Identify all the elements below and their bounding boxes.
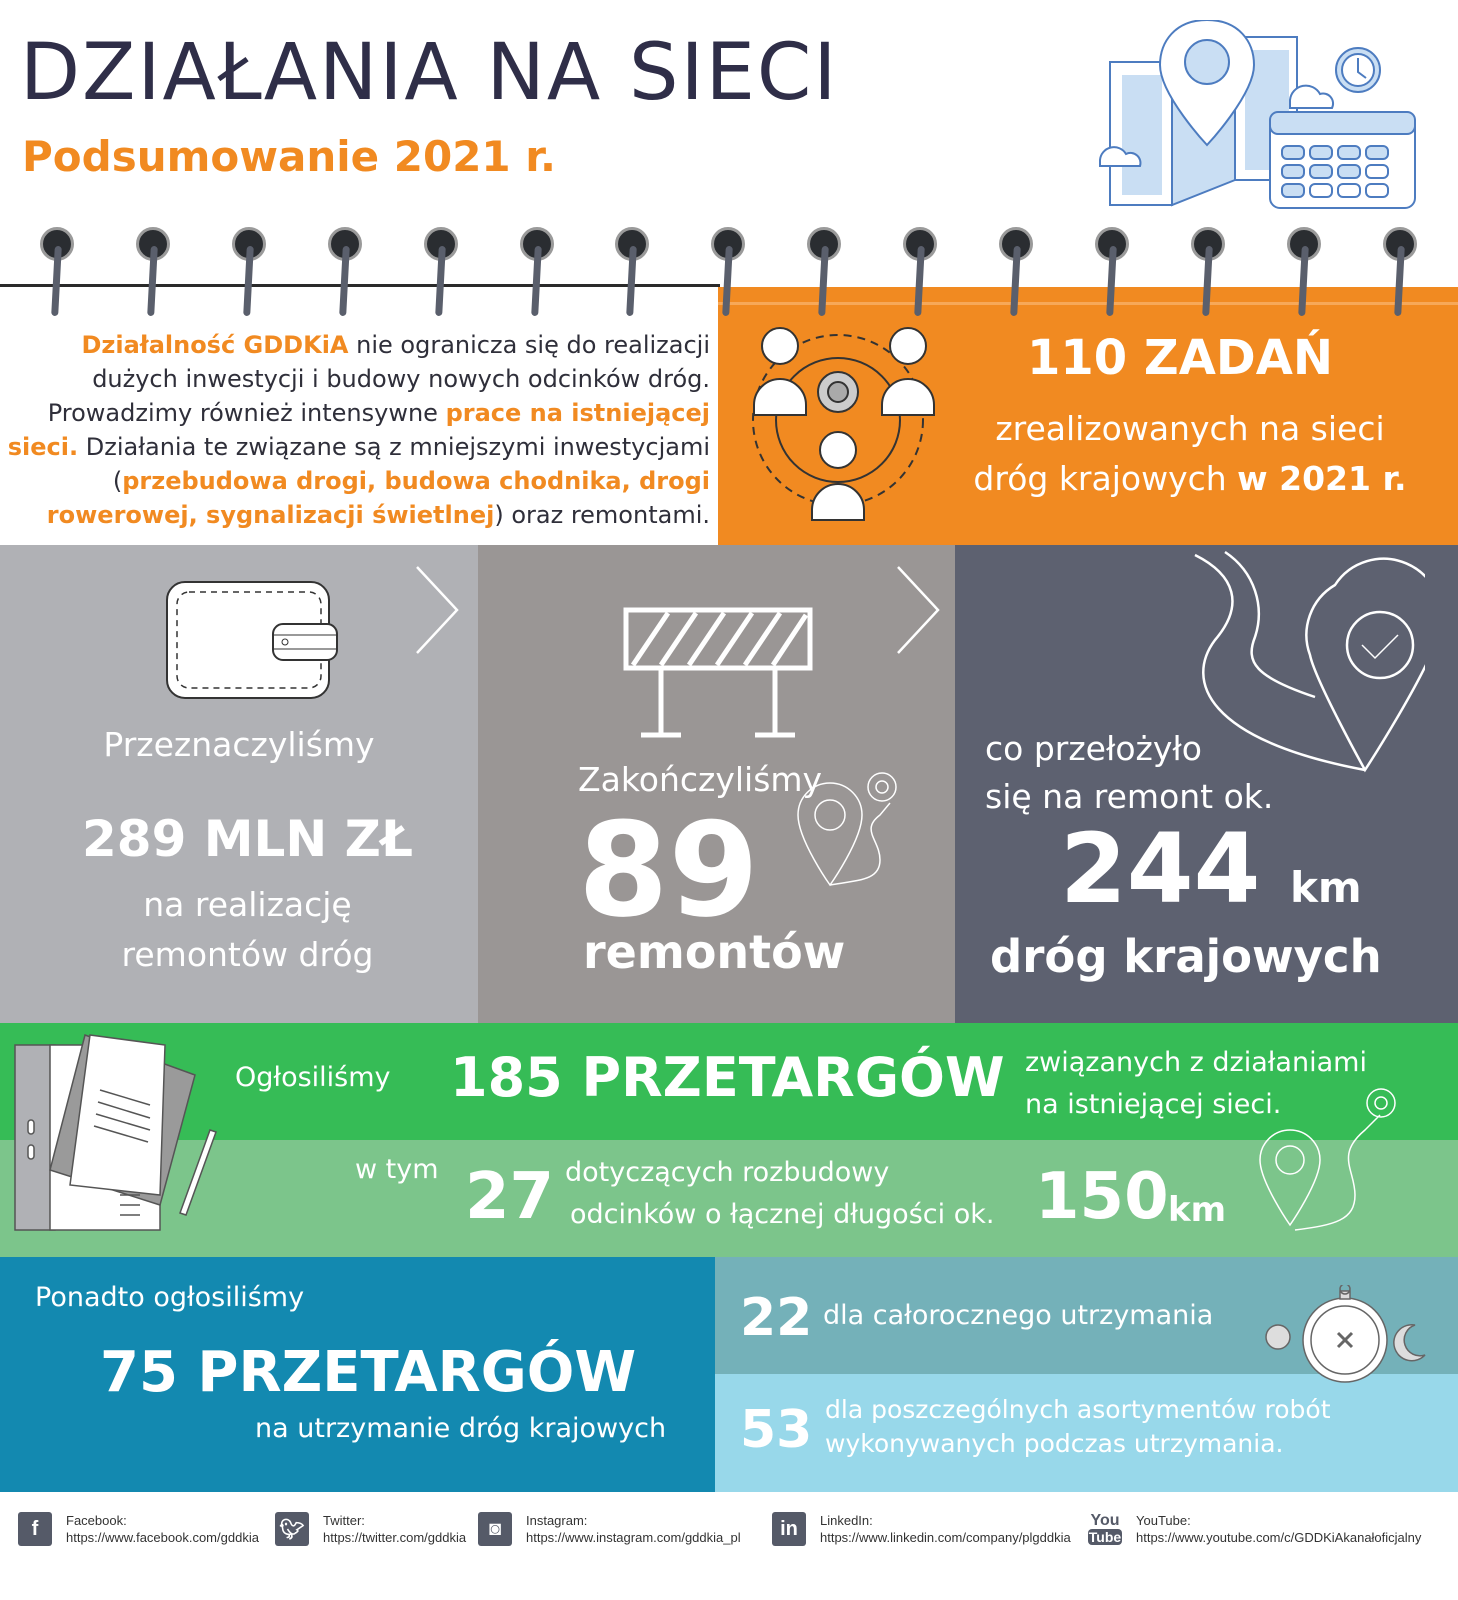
- repairs-panel: Zakończyliśmy 89 remontów: [478, 545, 955, 1023]
- route-pin-icon: [797, 772, 897, 887]
- tasks-description: zrealizowanych na sieci dróg krajowych w…: [973, 409, 1407, 498]
- length-unit: km: [1290, 863, 1362, 912]
- budget-desc-1: na realizację: [143, 885, 352, 924]
- intro-paragraph: Działalność GDDKiA nie ogranicza się do …: [7, 331, 710, 529]
- tenders-band: [0, 1023, 1458, 1140]
- twitter-icon: 🐦︎: [275, 1512, 309, 1546]
- stopwatch-day-night-icon: [1265, 1285, 1426, 1383]
- maintenance-item-1-desc: dla całorocznego utrzymania: [823, 1300, 1214, 1331]
- maintenance-desc: na utrzymanie dróg krajowych: [255, 1413, 667, 1444]
- tasks-count: 110 ZADAŃ: [1026, 330, 1334, 386]
- maintenance-item-2-band: [715, 1374, 1458, 1492]
- chevron-right-icon: [897, 566, 940, 654]
- maintenance-value: 75 PRZETARGÓW: [100, 1340, 637, 1405]
- length-label: co przełożyło się na remont ok.: [985, 729, 1274, 816]
- tenders-desc: związanych z działaniami na istniejącej …: [1025, 1047, 1367, 1120]
- length-panel: co przełożyło się na remont ok. 244 km d…: [955, 545, 1458, 1023]
- repairs-value: 89: [578, 794, 759, 946]
- budget-panel: Przeznaczyliśmy 289 MLN ZŁ na realizację…: [0, 545, 478, 1023]
- route-pin-icon: [1259, 1088, 1396, 1231]
- maintenance-label: Ponadto ogłosiliśmy: [35, 1282, 305, 1313]
- tenders-sub-band: [0, 1140, 1458, 1257]
- chevron-right-icon: [416, 566, 459, 654]
- page-subtitle: Podsumowanie 2021 r.: [22, 132, 556, 181]
- budget-desc-2: remontów dróg: [121, 935, 374, 974]
- facebook-icon: f: [18, 1512, 52, 1546]
- repairs-unit: remontów: [583, 925, 846, 979]
- linkedin-icon: in: [772, 1512, 806, 1546]
- budget-label: Przeznaczyliśmy: [103, 725, 375, 764]
- facebook-link[interactable]: f Facebook: https://www.facebook.com/gddk…: [18, 1512, 259, 1546]
- tenders-value: 185 PRZETARGÓW: [450, 1046, 1005, 1109]
- page-title: DZIAŁANIA NA SIECI: [20, 28, 839, 118]
- budget-value: 289 MLN ZŁ: [81, 810, 413, 868]
- maintenance-item-2-value: 53: [740, 1400, 813, 1460]
- length-desc: dróg krajowych: [990, 930, 1382, 983]
- repairs-label: Zakończyliśmy: [578, 760, 823, 799]
- tenders-sub-prefix: w tym: [355, 1154, 439, 1185]
- tenders-sub-km-value: 150: [1035, 1160, 1169, 1234]
- instagram-icon: ◙: [478, 1512, 512, 1546]
- maintenance-item-1-value: 22: [740, 1288, 813, 1348]
- documents-folder-icon: [14, 1034, 217, 1231]
- map-calendar-illustration-icon: [1099, 20, 1416, 209]
- road-barrier-icon: [623, 607, 813, 738]
- tenders-sub-value: 27: [465, 1160, 555, 1234]
- instagram-link[interactable]: ◙ Instagram: https://www.instagram.com/gd…: [478, 1512, 741, 1546]
- team-gear-icon: [752, 327, 935, 521]
- tenders-label: Ogłosiliśmy: [235, 1062, 391, 1093]
- youtube-icon: You Tube: [1088, 1512, 1122, 1545]
- maintenance-item-2-desc: dla poszczególnych asortymentów robót wy…: [825, 1395, 1331, 1458]
- youtube-link[interactable]: You Tube YouTube: https://www.youtube.com…: [1088, 1512, 1422, 1545]
- twitter-link[interactable]: 🐦︎ Twitter: https://twitter.com/gddkia: [275, 1512, 466, 1546]
- linkedin-link[interactable]: in LinkedIn: https://www.linkedin.com/com…: [772, 1512, 1071, 1546]
- tenders-sub-km-unit: km: [1168, 1190, 1227, 1230]
- road-location-check-icon: [1194, 550, 1425, 773]
- tenders-sub-desc: dotyczących rozbudowy odcinków o łącznej…: [565, 1157, 995, 1230]
- wallet-icon: [166, 581, 338, 699]
- length-value: 244: [1060, 813, 1261, 925]
- binding-line: [0, 284, 720, 287]
- maintenance-panel: [0, 1257, 715, 1492]
